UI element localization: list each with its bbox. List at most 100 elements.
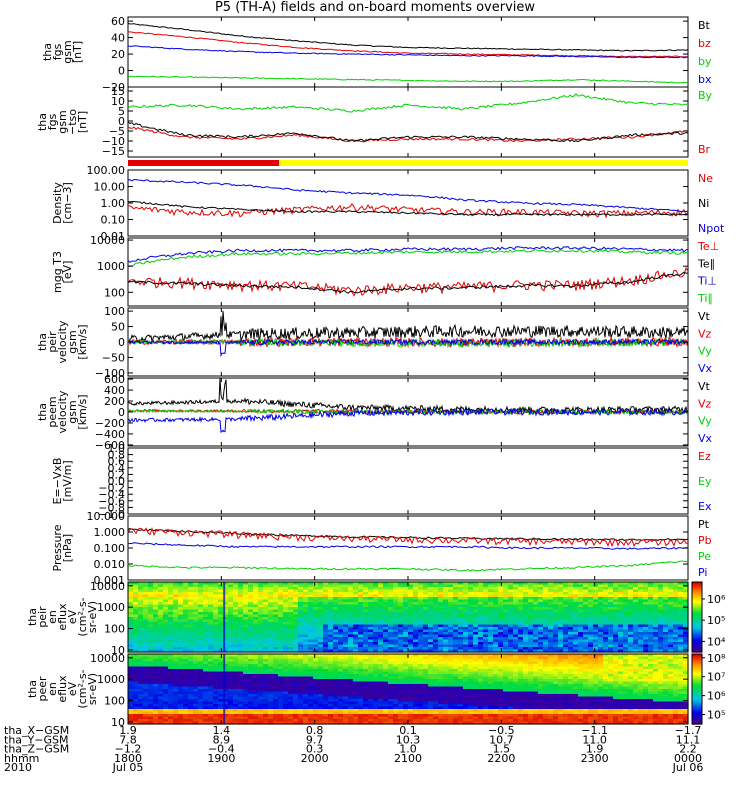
peir-eflux-cell <box>303 604 309 608</box>
peer-eflux-cell <box>278 659 284 663</box>
peer-eflux-cell <box>343 666 349 670</box>
peir-eflux-cell <box>273 589 279 593</box>
peir-eflux-cell <box>248 587 254 591</box>
peer-eflux-cell <box>583 664 589 668</box>
peer-eflux-cell <box>523 659 529 663</box>
peir-eflux-cell <box>598 614 604 618</box>
peer-eflux-cell <box>428 656 434 660</box>
efield-ylabel: E=−VxB <box>51 458 64 505</box>
peir-eflux-colorbar-cell <box>692 592 702 595</box>
peer-eflux-cell <box>418 664 424 668</box>
peir-eflux-cell <box>553 629 559 633</box>
peir-eflux-cell <box>618 647 624 651</box>
peir-eflux-cell <box>493 632 499 636</box>
peir-eflux-cell <box>518 634 524 638</box>
peir-eflux-cell <box>358 644 364 648</box>
peir-eflux-cell <box>548 589 554 593</box>
peir-eflux-cell <box>588 594 594 598</box>
peir-eflux-cell <box>163 582 169 586</box>
peer-eflux-cell <box>518 664 524 668</box>
peir-eflux-cell <box>673 627 679 631</box>
peir-eflux-cell <box>598 589 604 593</box>
peir-eflux-cell <box>318 584 324 588</box>
peer-eflux-cell <box>478 671 484 675</box>
peir-eflux-cell <box>548 614 554 618</box>
peer-eflux-cell <box>483 676 489 680</box>
peir-eflux-cell <box>473 617 479 621</box>
peir-eflux-cell <box>408 602 414 606</box>
peir-eflux-cell <box>328 647 334 651</box>
peir-eflux-cell <box>433 602 439 606</box>
peir-eflux-cell <box>148 604 154 608</box>
peer-eflux-cell <box>253 659 259 663</box>
peir-eflux-cell <box>358 594 364 598</box>
peir-eflux-cell <box>528 647 534 651</box>
peer-eflux-cell <box>653 654 659 658</box>
peer-eflux-cell <box>563 674 569 678</box>
peer-eflux-cell <box>448 664 454 668</box>
peir-eflux-cell <box>158 599 164 603</box>
peir-eflux-cell <box>673 589 679 593</box>
peer-eflux-cell <box>523 654 529 658</box>
peer-eflux-cell <box>403 676 409 680</box>
peer-eflux-cell <box>653 664 659 668</box>
peir-eflux-cell <box>468 634 474 638</box>
peir-eflux-cell <box>533 607 539 611</box>
peir-eflux-cell <box>593 639 599 643</box>
peir-eflux-cell <box>338 622 344 626</box>
peir-eflux-cell <box>583 619 589 623</box>
peer-eflux-cell <box>178 656 184 660</box>
peir-eflux-cell <box>568 584 574 588</box>
peir-eflux-cell <box>368 629 374 633</box>
peir-eflux-cell <box>423 587 429 591</box>
peir-eflux-ylabel: eV <box>66 609 79 624</box>
peer-eflux-cell <box>163 684 169 688</box>
peir-eflux-cell <box>553 587 559 591</box>
peir-eflux-cell <box>128 617 134 621</box>
peer-eflux-cell <box>173 664 179 668</box>
peir-eflux-cell <box>258 582 264 586</box>
peir-eflux-cell <box>363 637 369 641</box>
peir-eflux-cell <box>493 644 499 648</box>
peir-eflux-cell <box>618 607 624 611</box>
peir-eflux-cell <box>148 647 154 651</box>
peir-eflux-cell <box>128 619 134 623</box>
peir-eflux-cell <box>403 637 409 641</box>
peir-eflux-cell <box>358 584 364 588</box>
peer-eflux-cell <box>388 681 394 685</box>
peir-eflux-cell <box>518 614 524 618</box>
peir-eflux-cell <box>208 602 214 606</box>
peer-eflux-cell <box>653 669 659 673</box>
peer-eflux-cell <box>288 659 294 663</box>
peir-eflux-cell <box>183 632 189 636</box>
peer-eflux-cell <box>613 669 619 673</box>
peir-eflux-cell <box>258 627 264 631</box>
peir-eflux-cell <box>238 619 244 623</box>
peer-eflux-cell <box>593 659 599 663</box>
peer-eflux-cell <box>623 681 629 685</box>
peir-eflux-cell <box>683 632 689 636</box>
peir-eflux-cell <box>453 582 459 586</box>
peer-eflux-cell <box>363 666 369 670</box>
peer-eflux-cell <box>458 661 464 665</box>
peir-eflux-cell <box>308 582 314 586</box>
peir-eflux-cell <box>258 584 264 588</box>
peir-eflux-cell <box>448 584 454 588</box>
peir-eflux-cell <box>563 634 569 638</box>
peir-eflux-cell <box>453 612 459 616</box>
peir-eflux-cell <box>463 619 469 623</box>
peir-eflux-cell <box>203 609 209 613</box>
peir-eflux-cell <box>208 637 214 641</box>
peir-eflux-cell <box>208 612 214 616</box>
peir-eflux-cell <box>553 584 559 588</box>
peer-eflux-cell <box>248 676 254 680</box>
peir-eflux-cell <box>328 639 334 643</box>
peir-eflux-cell <box>378 622 384 626</box>
peir-eflux-cell <box>458 587 464 591</box>
peer-eflux-cell <box>608 669 614 673</box>
peer-eflux-cell <box>498 654 504 658</box>
peer-eflux-cell <box>568 656 574 660</box>
peer-eflux-cell <box>653 671 659 675</box>
peir-eflux-cell <box>448 632 454 636</box>
peir-eflux-cell <box>443 612 449 616</box>
